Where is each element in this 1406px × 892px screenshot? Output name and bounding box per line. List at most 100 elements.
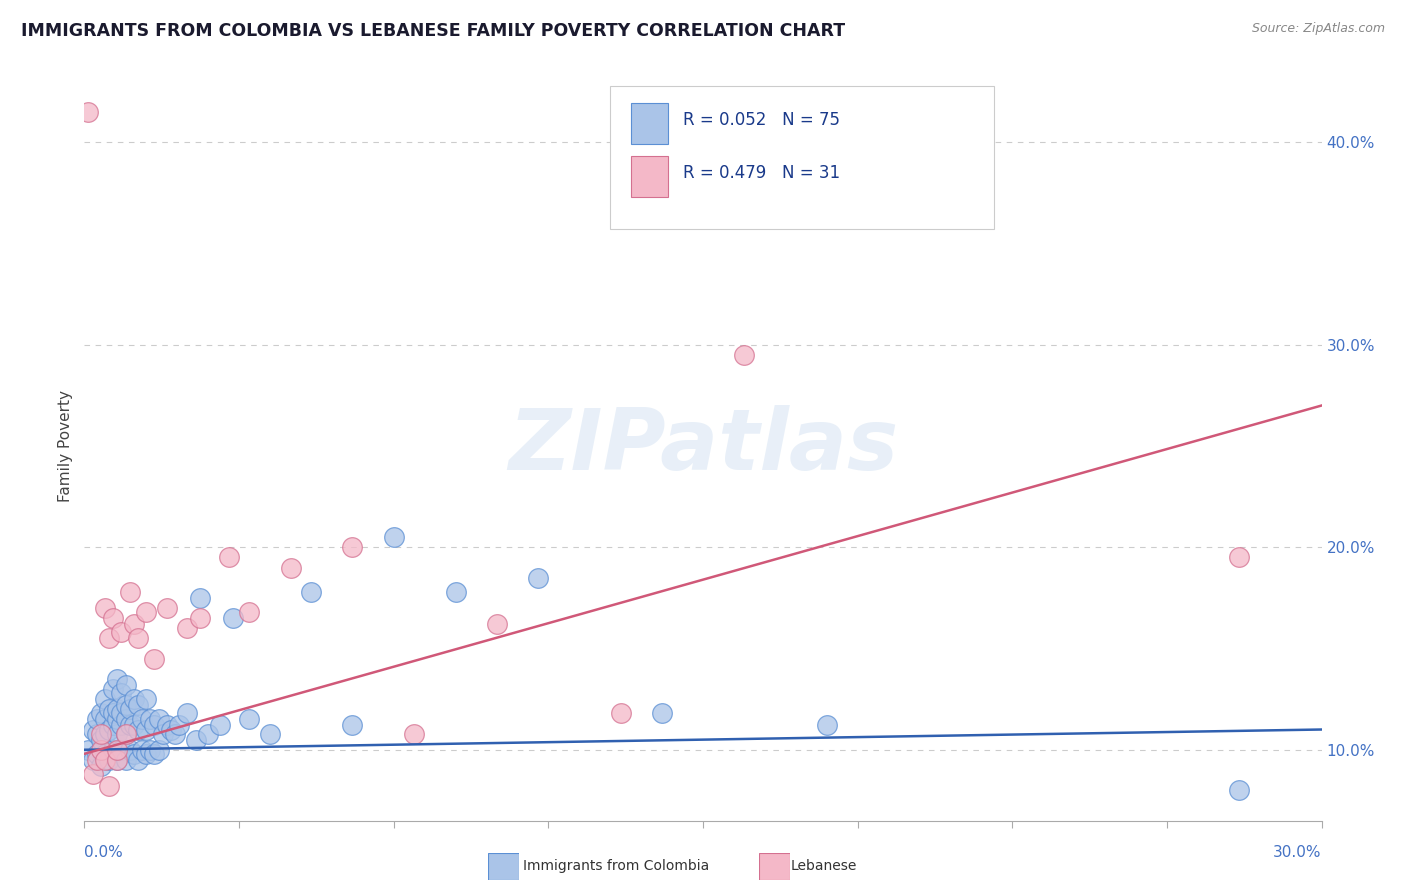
Point [105, 702, 128, 716]
Point [167, 718, 190, 732]
Point [94, 726, 117, 740]
Point [651, 706, 673, 721]
Point [342, 541, 364, 555]
Point [238, 712, 260, 726]
Point [118, 743, 141, 757]
Point [86, 712, 108, 726]
Point [105, 672, 128, 686]
Point [94, 753, 117, 767]
Point [98, 723, 121, 737]
Point [103, 611, 125, 625]
Point [114, 698, 136, 713]
Point [98, 632, 121, 646]
Point [188, 591, 211, 605]
Point [209, 718, 232, 732]
Point [103, 718, 125, 732]
Point [122, 692, 145, 706]
Bar [631, 103, 668, 145]
Point [135, 692, 157, 706]
Point [105, 753, 128, 767]
Point [143, 651, 166, 665]
Point [110, 625, 132, 640]
Point [103, 743, 125, 757]
Point [165, 726, 187, 740]
Text: Lebanese: Lebanese [790, 859, 856, 873]
Point [238, 605, 260, 619]
Point [143, 747, 166, 761]
Point [118, 702, 141, 716]
Point [82, 723, 104, 737]
Point [90, 759, 112, 773]
Point [404, 726, 426, 740]
Point [105, 726, 128, 740]
Point [148, 743, 170, 757]
Y-axis label: Family Poverty: Family Poverty [58, 390, 73, 502]
Point [94, 692, 117, 706]
Point [259, 726, 281, 740]
Text: R = 0.479   N = 31: R = 0.479 N = 31 [683, 163, 841, 181]
Point [143, 718, 166, 732]
Point [176, 706, 198, 721]
Point [135, 747, 157, 761]
Text: IMMIGRANTS FROM COLOMBIA VS LEBANESE FAMILY POVERTY CORRELATION CHART: IMMIGRANTS FROM COLOMBIA VS LEBANESE FAM… [21, 22, 845, 40]
Point [382, 530, 405, 544]
Point [98, 702, 121, 716]
Point [815, 718, 838, 732]
Point [77, 743, 100, 757]
Point [90, 726, 112, 740]
Point [131, 712, 153, 726]
Point [733, 348, 755, 362]
Point [114, 726, 136, 740]
Point [98, 779, 121, 793]
Point [188, 611, 211, 625]
Point [103, 681, 125, 696]
Point [127, 723, 149, 737]
Point [94, 601, 117, 615]
Point [527, 571, 550, 585]
Point [135, 605, 157, 619]
Point [197, 726, 219, 740]
Point [122, 617, 145, 632]
Point [222, 611, 245, 625]
Text: Source: ZipAtlas.com: Source: ZipAtlas.com [1251, 22, 1385, 36]
Point [86, 726, 108, 740]
Point [82, 767, 104, 781]
Point [160, 723, 183, 737]
Point [127, 698, 149, 713]
Text: R = 0.052   N = 75: R = 0.052 N = 75 [683, 112, 841, 129]
Point [114, 726, 136, 740]
Text: 0.0%: 0.0% [84, 845, 124, 860]
Point [135, 723, 157, 737]
Point [110, 718, 132, 732]
Point [444, 584, 467, 599]
Point [90, 706, 112, 721]
Point [98, 753, 121, 767]
Text: Immigrants from Colombia: Immigrants from Colombia [523, 859, 709, 873]
Point [86, 747, 108, 761]
Point [90, 732, 112, 747]
Point [110, 706, 132, 721]
Point [122, 747, 145, 761]
Point [148, 712, 170, 726]
Point [103, 706, 125, 721]
Point [114, 712, 136, 726]
Point [485, 617, 508, 632]
Point [127, 753, 149, 767]
Point [176, 621, 198, 635]
Point [156, 601, 179, 615]
Point [118, 718, 141, 732]
Text: 30.0%: 30.0% [1274, 845, 1322, 860]
Point [184, 732, 207, 747]
Point [118, 584, 141, 599]
Point [110, 743, 132, 757]
Point [1227, 550, 1250, 565]
Point [105, 743, 128, 757]
Point [127, 632, 149, 646]
Point [280, 560, 302, 574]
Point [299, 584, 322, 599]
Point [1227, 783, 1250, 797]
Point [156, 718, 179, 732]
Point [77, 104, 100, 119]
Point [139, 743, 162, 757]
Point [122, 718, 145, 732]
